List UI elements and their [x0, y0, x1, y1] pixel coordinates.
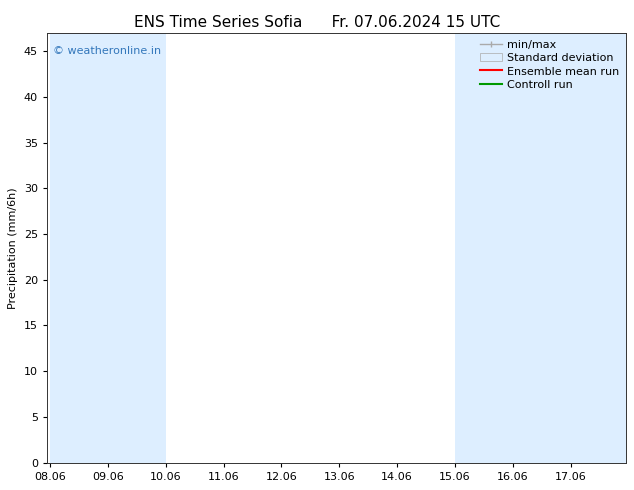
Bar — [571, 33, 628, 463]
Text: ENS Time Series Sofia      Fr. 07.06.2024 15 UTC: ENS Time Series Sofia Fr. 07.06.2024 15 … — [134, 15, 500, 30]
Text: © weatheronline.in: © weatheronline.in — [53, 46, 161, 56]
Bar — [50, 33, 108, 463]
Y-axis label: Precipitation (mm/6h): Precipitation (mm/6h) — [8, 187, 18, 309]
Legend: min/max, Standard deviation, Ensemble mean run, Controll run: min/max, Standard deviation, Ensemble me… — [476, 35, 623, 95]
Bar — [108, 33, 165, 463]
Bar — [455, 33, 513, 463]
Bar — [513, 33, 571, 463]
